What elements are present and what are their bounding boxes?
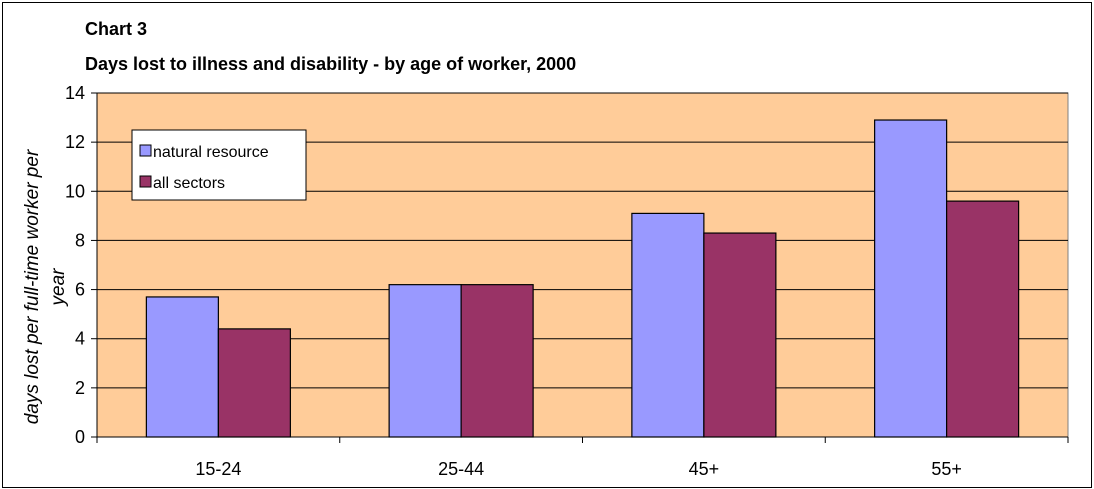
bar-natural-resource-15-24 (145, 296, 219, 438)
axes (91, 92, 1069, 443)
x-tick-label: 15-24 (195, 459, 241, 479)
y-tick-label: 2 (75, 378, 85, 398)
y-tick-labels: 0 2 4 6 8 10 12 14 (65, 83, 85, 447)
bar-all-sectors-15-24 (217, 328, 291, 438)
legend-label-natural-resource: natural resource (153, 144, 269, 161)
legend-box (131, 129, 307, 201)
y-tick-label: 12 (65, 132, 85, 152)
legend: natural resource all sectors (131, 129, 307, 201)
y-tick-label: 14 (65, 83, 85, 103)
y-tick-label: 4 (75, 329, 85, 349)
bar-all-sectors-55+ (946, 200, 1020, 438)
bars (145, 119, 1020, 438)
y-axis-label-line-1: days lost per full-time worker per (22, 149, 43, 424)
y-tick-label: 0 (75, 427, 85, 447)
x-tick-labels: 15-24 25-44 45+ 55+ (195, 459, 962, 479)
chart-subtitle: Days lost to illness and disability - by… (85, 54, 576, 74)
x-tick-label: 45+ (689, 459, 720, 479)
bar-all-sectors-25-44 (460, 284, 534, 438)
chart-title: Chart 3 (85, 19, 147, 39)
bar-natural-resource-25-44 (388, 284, 462, 438)
x-tick-label: 25-44 (438, 459, 484, 479)
y-axis-label: days lost per full-time worker per year (22, 149, 69, 424)
x-tick-label: 55+ (931, 459, 962, 479)
bar-natural-resource-55+ (874, 119, 948, 438)
legend-swatch-all-sectors (139, 175, 152, 188)
y-tick-label: 10 (65, 181, 85, 201)
bar-all-sectors-45+ (703, 232, 777, 438)
y-tick-label: 6 (75, 280, 85, 300)
bar-natural-resource-45+ (631, 212, 705, 438)
y-axis-label-line-2: year (48, 268, 69, 308)
legend-swatch-natural-resource (139, 144, 152, 157)
y-tick-label: 8 (75, 230, 85, 250)
legend-label-all-sectors: all sectors (153, 175, 225, 192)
